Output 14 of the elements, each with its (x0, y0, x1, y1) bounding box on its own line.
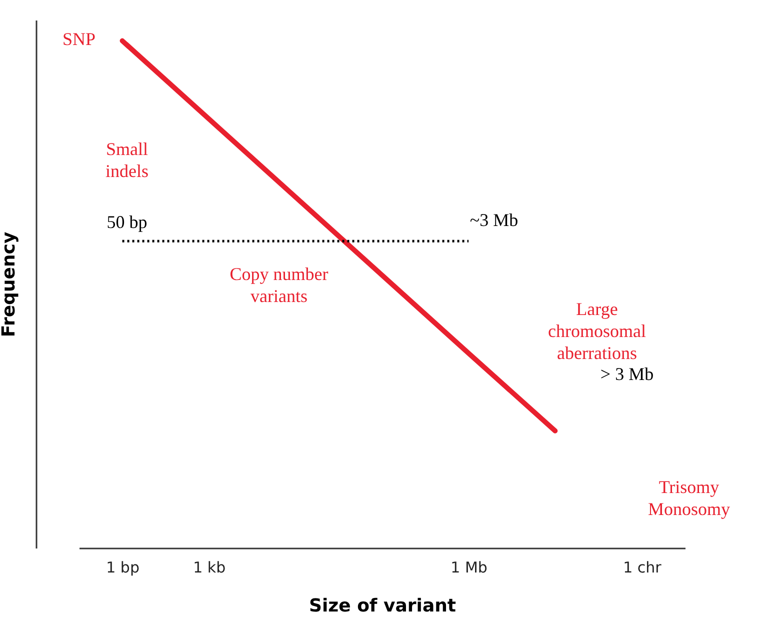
annotation: ~3 Mb (470, 210, 518, 230)
annotation: Trisomy Monosomy (648, 477, 730, 519)
x-tick-label: 1 kb (193, 558, 226, 576)
x-tick-label: 1 Mb (450, 558, 488, 576)
x-axis-title: Size of variant (308, 596, 456, 616)
annotation: Small indels (106, 139, 148, 181)
x-tick-label: 1 bp (106, 558, 140, 576)
annotation: Copy number variants (230, 264, 328, 306)
annotation: > 3 Mb (600, 364, 654, 384)
annotation: SNP (62, 29, 96, 49)
annotation: Large chromosomal aberrations (548, 299, 646, 363)
annotation: 50 bp (106, 212, 148, 232)
y-axis-title: Frequency (0, 232, 20, 338)
x-tick-label: 1 chr (623, 558, 662, 576)
